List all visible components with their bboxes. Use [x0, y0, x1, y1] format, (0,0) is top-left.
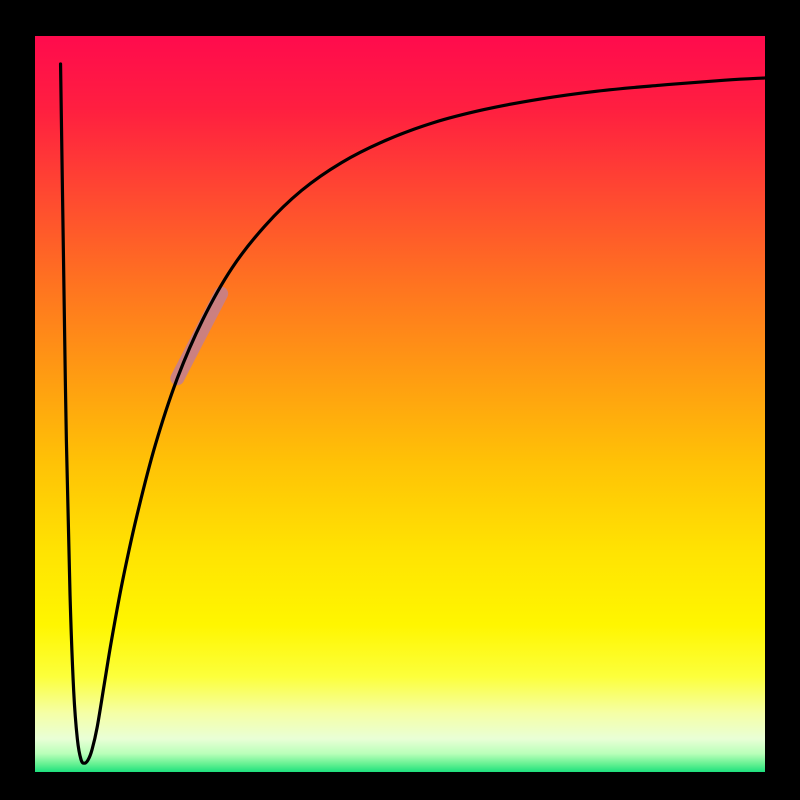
chart-stage: TheBottleneck.com	[0, 0, 800, 800]
chart-svg	[0, 0, 800, 800]
plot-background	[35, 36, 765, 772]
